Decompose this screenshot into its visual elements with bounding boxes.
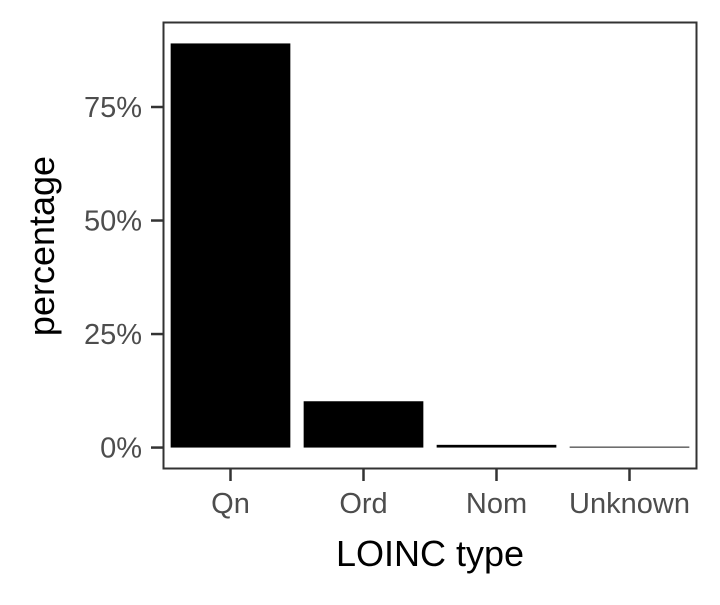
plot-panel-border [162,21,698,470]
bars-group [170,43,690,448]
bar-ord [303,401,424,448]
y-tick-label: 75% [84,92,142,124]
x-tick-label: Qn [211,488,250,520]
x-axis: Qn Ord Nom Unknown [211,469,690,520]
y-axis: 0% 25% 50% 75% [84,92,163,465]
y-tick-label: 25% [84,319,142,351]
x-tick-label: Ord [339,488,387,520]
x-axis-title: LOINC type [336,533,524,574]
y-tick-label: 0% [100,433,142,465]
bar-unknown [569,446,690,448]
y-tick-label: 50% [84,206,142,238]
x-tick-label: Unknown [569,488,690,520]
y-axis-title: percentage [21,156,62,336]
x-tick-label: Nom [466,488,527,520]
bar-qn [170,43,291,448]
bar-nom [436,444,557,448]
